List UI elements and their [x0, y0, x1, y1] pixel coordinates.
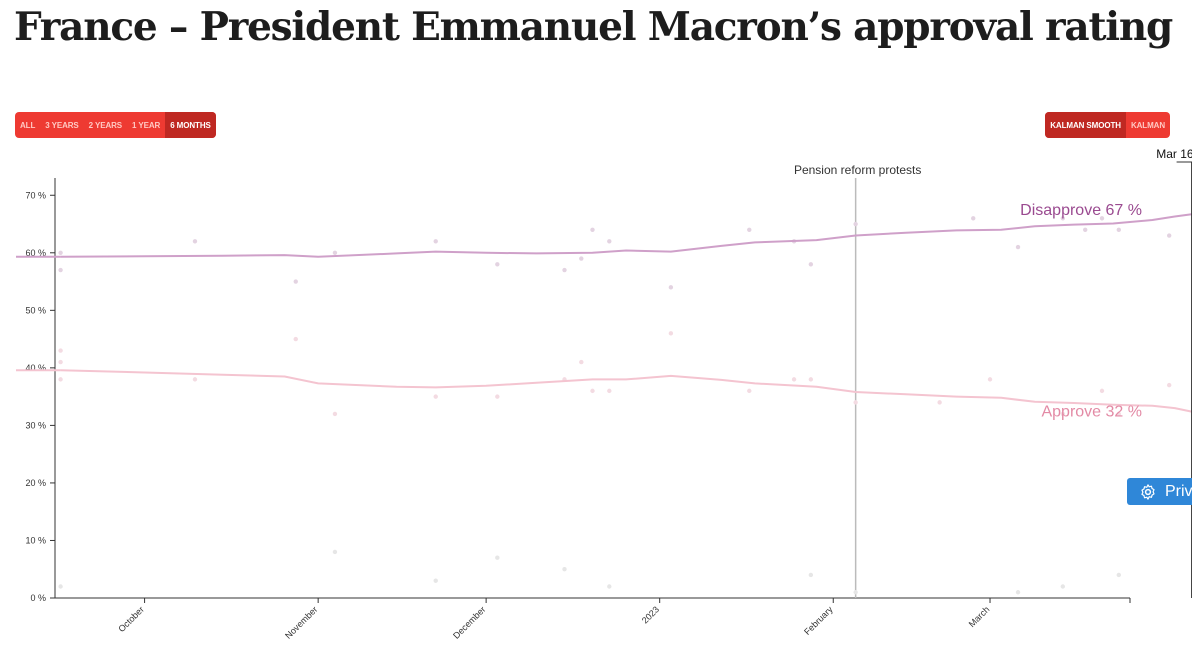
y-tick-label: 50 % [25, 305, 46, 315]
kalman-button[interactable]: KALMAN [1130, 120, 1165, 130]
range-6-months-button[interactable]: 6 MONTHS [165, 112, 216, 138]
y-tick-label: 20 % [25, 478, 46, 488]
poll-dot [58, 584, 63, 589]
poll-dot [1099, 216, 1105, 221]
poll-dot [1015, 244, 1021, 250]
poll-dot [1060, 216, 1066, 221]
hover-date-label: Mar 16, 2023 [1156, 147, 1192, 161]
series-end-label: Disapprove 67 % [1020, 202, 1142, 219]
poll-dot [58, 359, 63, 365]
poll-dot [332, 549, 338, 555]
poll-dot [853, 400, 858, 405]
smoothing-selector: KALMAN SMOOTH KALMAN [1045, 112, 1170, 138]
poll-dot [579, 359, 584, 365]
range-2-years-button[interactable]: 2 YEARS [88, 120, 123, 130]
series-end-label: Approve 32 % [1041, 404, 1142, 421]
poll-dot [590, 227, 595, 232]
poll-dot [562, 267, 567, 273]
poll-dot [1083, 227, 1088, 232]
poll-dot [495, 555, 500, 560]
poll-dot [1060, 411, 1066, 417]
poll-dot [1116, 227, 1122, 232]
event-annotation-label: Pension reform protests [794, 163, 921, 177]
poll-dot [433, 578, 438, 583]
poll-dot [1116, 411, 1122, 417]
poll-dot [1166, 233, 1172, 238]
poll-dot [192, 377, 198, 382]
poll-dot [808, 572, 814, 578]
poll-dot [853, 590, 858, 595]
trend-line [60, 369, 1192, 413]
poll-dot [293, 279, 298, 284]
range-all-button[interactable]: ALL [20, 120, 36, 130]
poll-dot [293, 336, 298, 342]
poll-dot [971, 216, 976, 221]
poll-dot [747, 388, 752, 394]
poll-dot [58, 250, 63, 255]
poll-dot [433, 394, 438, 399]
x-tick-label: March [967, 604, 992, 629]
poll-dot [58, 267, 63, 273]
x-tick-label: October [116, 604, 146, 634]
y-tick-label: 40 % [25, 363, 46, 373]
poll-dot [495, 262, 500, 267]
poll-dot [668, 331, 674, 336]
privacy-button[interactable]: Privacy [1127, 478, 1192, 505]
poll-dot [332, 411, 338, 417]
poll-dot [607, 584, 612, 589]
poll-dot [579, 256, 584, 261]
poll-dot [607, 388, 612, 394]
poll-dot [1116, 572, 1122, 578]
y-tick-label: 30 % [25, 420, 46, 430]
poll-dot [808, 377, 814, 382]
y-tick-label: 0 % [30, 593, 46, 603]
poll-dot [937, 400, 942, 405]
poll-dot [1015, 590, 1021, 595]
poll-dot [590, 388, 595, 394]
x-tick-label: February [802, 604, 835, 637]
x-tick-label: November [283, 604, 319, 640]
range-1-year-button[interactable]: 1 YEAR [132, 120, 161, 130]
x-tick-label: 2023 [640, 604, 661, 625]
poll-dot [495, 394, 500, 399]
poll-dot [607, 239, 612, 244]
poll-dot [562, 567, 567, 572]
poll-dot [1166, 382, 1172, 388]
poll-dot [332, 250, 338, 255]
poll-dot [853, 221, 858, 227]
poll-dot [433, 239, 438, 244]
privacy-label: Privacy [1165, 482, 1192, 500]
poll-dot [1099, 388, 1105, 394]
poll-dot [668, 285, 674, 290]
poll-dot [747, 227, 752, 232]
gear-icon [1139, 483, 1157, 501]
poll-dot [987, 377, 993, 382]
page-title: France – President Emmanuel Macron’s app… [14, 4, 1173, 50]
y-tick-label: 70 % [25, 190, 46, 200]
kalman-smooth-button[interactable]: KALMAN SMOOTH [1045, 112, 1126, 138]
poll-dot [58, 377, 63, 382]
y-tick-label: 10 % [25, 535, 46, 545]
poll-dot [192, 239, 198, 244]
poll-dot [808, 262, 814, 267]
y-tick-label: 60 % [25, 248, 46, 258]
poll-dot [58, 348, 63, 353]
time-range-selector: ALL 3 YEARS 2 YEARS 1 YEAR 6 MONTHS [15, 112, 216, 138]
poll-dot [1060, 584, 1066, 589]
trend-line [60, 213, 1192, 258]
range-3-years-button[interactable]: 3 YEARS [45, 120, 79, 130]
poll-dot [791, 377, 797, 382]
x-tick-label: December [451, 604, 487, 640]
